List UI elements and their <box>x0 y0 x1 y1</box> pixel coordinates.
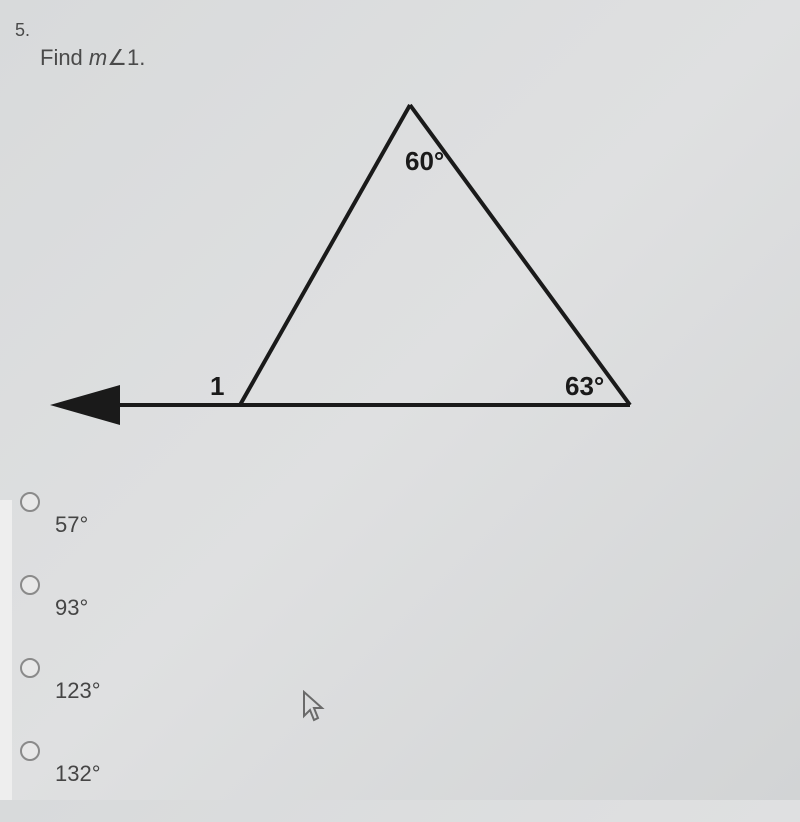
option-a[interactable]: 57° <box>20 490 101 538</box>
option-d[interactable]: 132° <box>20 739 101 787</box>
radio-d[interactable] <box>20 741 40 761</box>
option-b[interactable]: 93° <box>20 573 101 621</box>
option-a-label: 57° <box>55 512 88 538</box>
question-number: 5. <box>15 20 30 41</box>
question-angle-ref: ∠1. <box>107 45 145 70</box>
question-text: Find m∠1. <box>40 45 145 71</box>
option-d-label: 132° <box>55 761 101 787</box>
radio-b[interactable] <box>20 575 40 595</box>
right-angle-label: 63° <box>565 371 604 401</box>
option-c-label: 123° <box>55 678 101 704</box>
apex-angle-label: 60° <box>405 146 444 176</box>
cursor-icon <box>300 690 328 722</box>
radio-c[interactable] <box>20 658 40 678</box>
triangle-left-side <box>240 105 410 405</box>
option-b-label: 93° <box>55 595 88 621</box>
option-c[interactable]: 123° <box>20 656 101 704</box>
arrowhead <box>50 385 120 425</box>
exterior-angle-label: 1 <box>210 371 224 401</box>
left-margin-strip <box>0 500 12 800</box>
radio-a[interactable] <box>20 492 40 512</box>
question-prefix: Find <box>40 45 89 70</box>
triangle-diagram: 60° 63° 1 <box>30 95 730 435</box>
question-variable: m <box>89 45 107 70</box>
answer-options: 57° 93° 123° 132° <box>20 490 101 822</box>
